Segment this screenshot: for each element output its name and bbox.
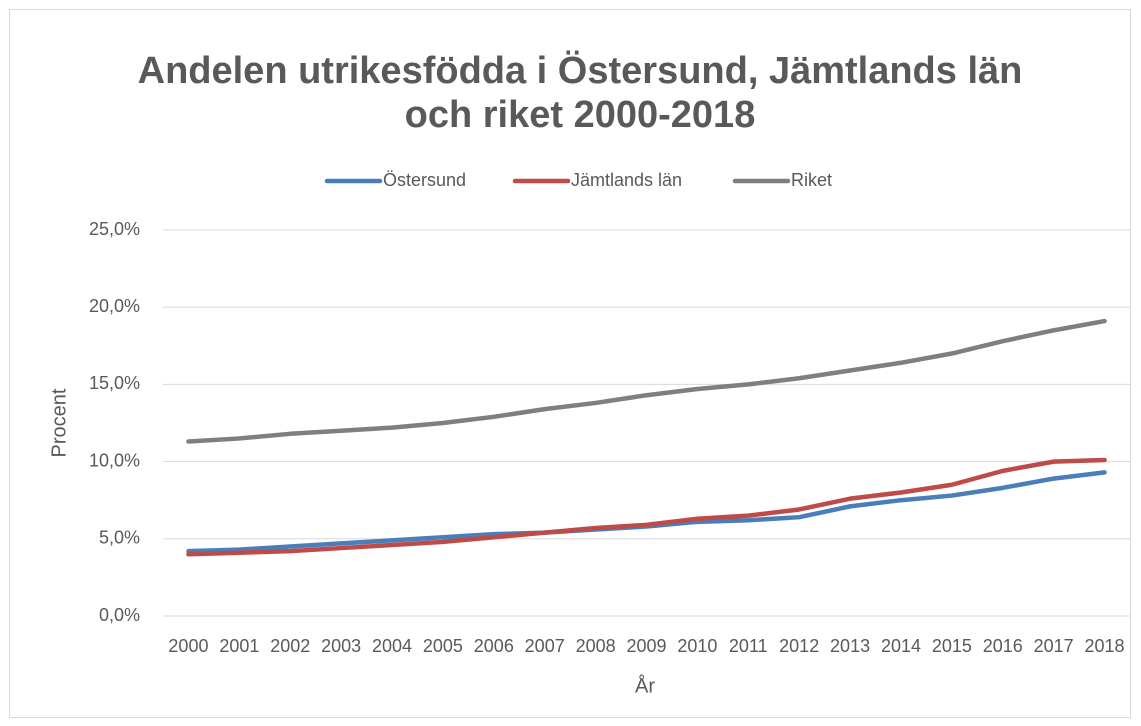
- x-tick-label: 2015: [932, 636, 972, 656]
- line-series: [186, 318, 1107, 444]
- x-tick-label: 2010: [677, 636, 717, 656]
- x-tick-label: 2005: [423, 636, 463, 656]
- x-tick-label: 2003: [321, 636, 361, 656]
- x-tick-label: 2006: [474, 636, 514, 656]
- y-tick-label: 20,0%: [89, 296, 140, 316]
- line-series: [186, 457, 1107, 557]
- x-tick-label: 2008: [576, 636, 616, 656]
- chart-title: och riket 2000-2018: [405, 94, 756, 136]
- legend-label: Jämtlands län: [571, 170, 682, 190]
- y-tick-label: 25,0%: [89, 219, 140, 239]
- y-tick-label: 0,0%: [99, 605, 140, 625]
- legend-label: Östersund: [383, 170, 466, 190]
- x-tick-label: 2012: [779, 636, 819, 656]
- x-tick-label: 2018: [1085, 636, 1125, 656]
- y-tick-label: 15,0%: [89, 373, 140, 393]
- x-tick-label: 2001: [219, 636, 259, 656]
- x-tick-label: 2002: [270, 636, 310, 656]
- x-tick-label: 2004: [372, 636, 412, 656]
- x-tick-label: 2014: [881, 636, 921, 656]
- legend-label: Riket: [791, 170, 832, 190]
- x-tick-label: 2000: [168, 636, 208, 656]
- y-axis-label: Procent: [48, 388, 70, 457]
- x-tick-label: 2009: [626, 636, 666, 656]
- x-axis-label: År: [635, 674, 655, 697]
- y-tick-label: 10,0%: [89, 450, 140, 470]
- y-tick-label: 5,0%: [99, 528, 140, 548]
- x-tick-label: 2007: [525, 636, 565, 656]
- x-tick-label: 2016: [983, 636, 1023, 656]
- x-tick-label: 2011: [729, 636, 768, 656]
- x-tick-label: 2017: [1034, 636, 1074, 656]
- chart-border: [9, 9, 1131, 718]
- chart-title: Andelen utrikesfödda i Östersund, Jämtla…: [138, 49, 1023, 92]
- x-tick-label: 2013: [830, 636, 870, 656]
